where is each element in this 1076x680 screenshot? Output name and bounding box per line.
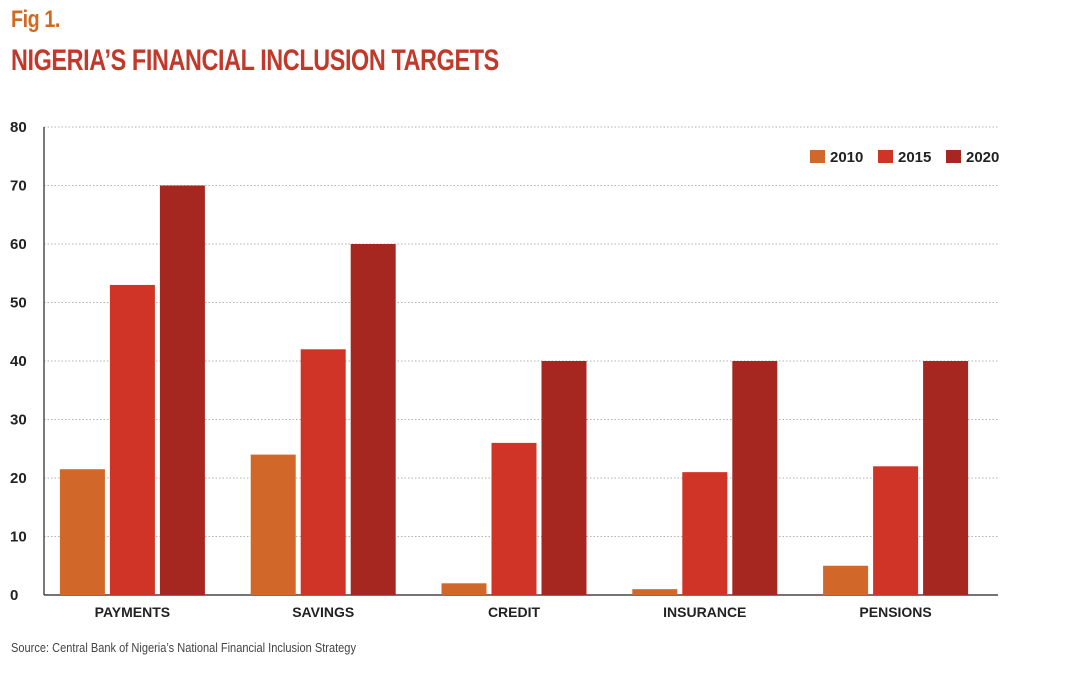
x-tick-label: INSURANCE <box>663 604 746 620</box>
bar-payments-2015 <box>109 284 155 595</box>
x-tick-label: CREDIT <box>488 604 541 620</box>
y-tick-label: 0 <box>10 587 18 604</box>
y-tick-label: 80 <box>10 119 27 136</box>
y-tick-label: 30 <box>10 412 27 429</box>
legend-swatch-2015 <box>878 150 893 163</box>
x-tick-label: PENSIONS <box>859 604 931 620</box>
x-tick-label: PAYMENTS <box>95 604 170 620</box>
bar-credit-2020 <box>541 361 587 595</box>
y-tick-label: 20 <box>10 470 27 487</box>
bar-payments-2010 <box>59 469 105 595</box>
bar-insurance-2020 <box>732 361 778 595</box>
legend-label-2015: 2015 <box>898 149 931 166</box>
figure-label: Fig 1. <box>11 6 60 33</box>
y-tick-label: 50 <box>10 295 27 312</box>
chart-title: NIGERIA’S FINANCIAL INCLUSION TARGETS <box>11 44 499 77</box>
bar-savings-2015 <box>300 349 346 595</box>
legend-swatch-2010 <box>810 150 825 163</box>
legend-label-2020: 2020 <box>966 149 999 166</box>
bar-pensions-2015 <box>873 466 919 595</box>
y-tick-label: 40 <box>10 353 27 370</box>
y-tick-label: 10 <box>10 529 27 546</box>
legend-label-2010: 2010 <box>830 149 863 166</box>
bar-payments-2020 <box>159 185 205 595</box>
source-note: Source: Central Bank of Nigeria’s Nation… <box>11 640 356 655</box>
bar-insurance-2015 <box>682 472 728 595</box>
bar-credit-2010 <box>441 583 487 595</box>
legend-swatch-2020 <box>946 150 961 163</box>
bar-pensions-2010 <box>823 565 869 595</box>
bar-pensions-2020 <box>923 361 969 595</box>
y-tick-label: 70 <box>10 178 27 195</box>
y-tick-label: 60 <box>10 236 27 253</box>
bar-chart: 0 10 20 30 40 50 60 70 80 PAYMENTS SAVINGS CREDIT IN… <box>10 119 999 620</box>
bar-savings-2010 <box>250 454 296 595</box>
bar-insurance-2010 <box>632 589 678 595</box>
bar-savings-2020 <box>350 244 396 595</box>
bar-credit-2015 <box>491 442 537 595</box>
x-tick-label: SAVINGS <box>292 604 354 620</box>
